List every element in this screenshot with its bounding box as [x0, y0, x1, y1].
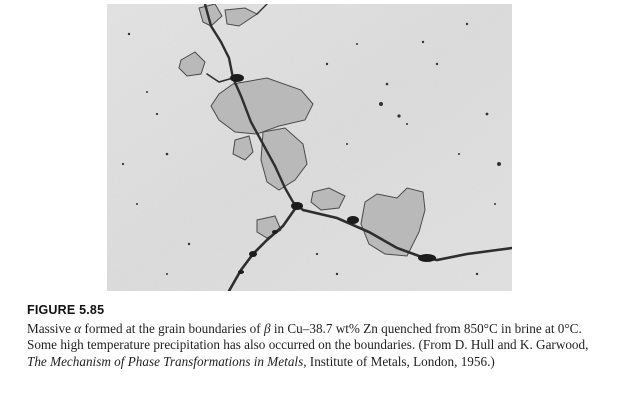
alpha-symbol: α: [74, 321, 82, 336]
micrograph-image: [107, 4, 512, 291]
figure-label: FIGURE 5.85: [27, 303, 105, 317]
caption-part-1: Massive: [27, 321, 75, 336]
caption-text: Massive α formed at the grain boundaries…: [27, 321, 597, 370]
caption-part-3: in Cu–38.7 wt% Zn quenched from 850°C in…: [27, 321, 589, 353]
figure-caption: FIGURE 5.85 Massive α formed at the grai…: [27, 303, 597, 370]
book-title: The Mechanism of Phase Transformations i…: [27, 353, 307, 369]
beta-symbol: β: [263, 321, 271, 336]
caption-part-4: Institute of Metals, London, 1956.): [306, 353, 495, 369]
caption-part-2: formed at the grain boundaries of: [81, 321, 264, 336]
